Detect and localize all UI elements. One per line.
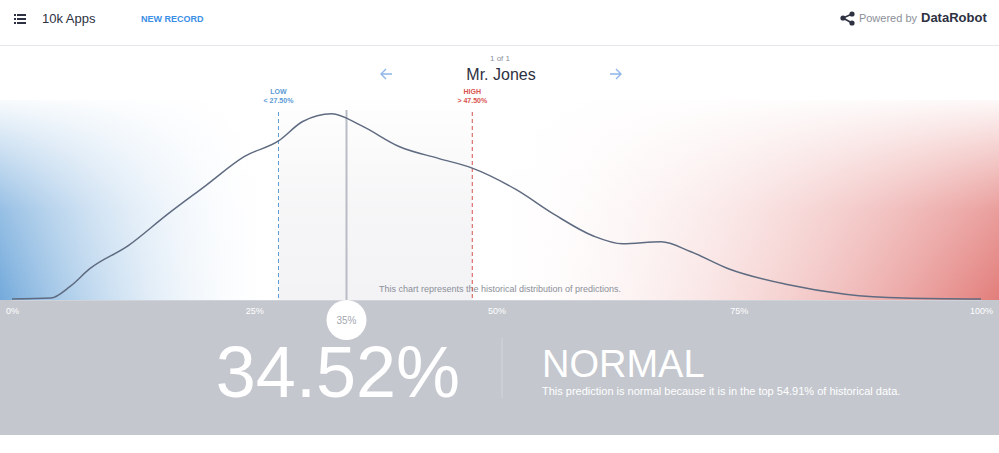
tick-label: 75%: [730, 306, 748, 316]
menu-dot: [14, 18, 16, 20]
next-arrow[interactable]: [610, 69, 621, 79]
tick-label: 50%: [488, 306, 506, 316]
tick: 100%: [970, 300, 993, 316]
result-explanation: This prediction is normal because it is …: [542, 385, 900, 397]
prediction-value: 34.52%: [216, 332, 460, 412]
record-counter: 1 of 1: [490, 54, 511, 63]
menu-line: [17, 18, 26, 20]
share-icon[interactable]: [840, 11, 854, 25]
tick-label: 100%: [970, 306, 993, 316]
threshold-name: HIGH: [464, 88, 482, 95]
menu-line: [17, 14, 26, 16]
header-bar: [0, 0, 999, 45]
tick: 75%: [730, 300, 748, 316]
threshold-label: < 27.50%: [264, 97, 295, 104]
share-dot: [849, 20, 854, 25]
menu-icon[interactable]: [14, 14, 26, 24]
header-border: [0, 45, 999, 46]
chart-caption: This chart represents the historical dis…: [379, 284, 621, 294]
prev-arrow[interactable]: [381, 69, 392, 79]
share-dot: [840, 15, 845, 20]
prediction-line: [345, 110, 347, 300]
menu-dot: [14, 22, 16, 24]
menu-dot: [14, 14, 16, 16]
tick-label: 0%: [6, 306, 19, 316]
axis-line: [13, 300, 982, 301]
tick: 50%: [488, 300, 506, 316]
result-status: NORMAL: [542, 343, 705, 385]
new-record[interactable]: NEW RECORD: [141, 14, 204, 24]
plot-marks: [12, 110, 981, 300]
share-dot: [849, 11, 854, 16]
threshold-label: > 47.50%: [457, 97, 488, 104]
page: 10k Apps NEW RECORD Powered byDataRobot 1 o…: [0, 0, 999, 453]
threshold-line: [472, 112, 473, 300]
tick-label: 25%: [246, 306, 264, 316]
brand: DataRobot: [921, 10, 987, 25]
distribution-line: [12, 114, 981, 299]
app-title: 10k Apps: [42, 11, 96, 26]
band-color: [0, 100, 999, 300]
prediction-marker-label: 35%: [336, 315, 356, 326]
result-panel: [0, 300, 999, 435]
tick: 0%: [6, 300, 19, 316]
result-divider: [502, 338, 503, 398]
x-axis: 0% 25% 50% 75% 100%: [6, 300, 993, 316]
record-name: Mr. Jones: [466, 66, 535, 83]
tick: 25%: [246, 300, 264, 316]
threshold-name: LOW: [270, 88, 287, 95]
band-fade: [0, 100, 999, 300]
menu-line: [17, 22, 26, 24]
powered-by: Powered by: [859, 12, 918, 24]
